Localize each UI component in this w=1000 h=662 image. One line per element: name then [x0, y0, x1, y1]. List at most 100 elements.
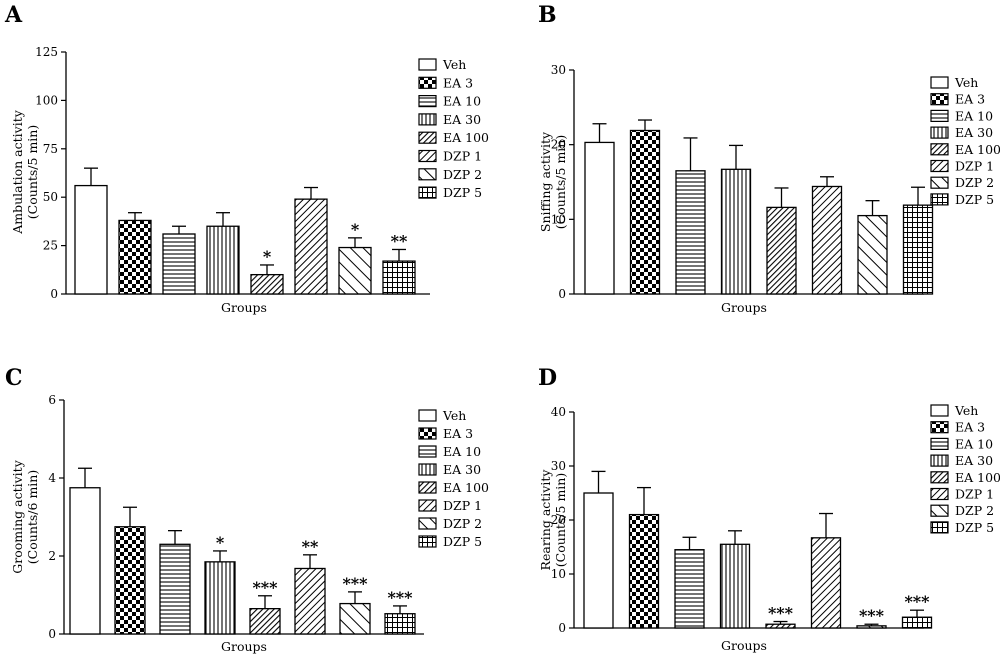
significance-marker: *	[216, 533, 225, 552]
legend-swatch	[930, 193, 949, 206]
bar	[382, 260, 416, 295]
legend-label: EA 10	[443, 94, 481, 109]
y-tick-label: 20	[551, 138, 566, 152]
legend-swatch	[418, 427, 437, 440]
legend-label: Veh	[442, 57, 466, 72]
legend-label: EA 3	[443, 426, 473, 441]
legend-label: EA 30	[443, 462, 481, 477]
legend-swatch	[418, 94, 437, 108]
legend-label: EA 30	[443, 112, 481, 127]
legend-label: EA 10	[955, 108, 993, 123]
bar	[766, 206, 797, 295]
legend-label: DZP 1	[443, 498, 482, 513]
significance-marker: **	[391, 231, 408, 250]
y-axis-label: Ambulation activity(Counts/5 min)	[10, 109, 40, 235]
bar	[583, 492, 614, 629]
legend-swatch	[418, 113, 437, 126]
y-tick-label: 125	[35, 45, 58, 59]
legend-label: DZP 5	[955, 192, 994, 207]
legend-swatch	[418, 481, 437, 494]
legend-label: EA 3	[955, 92, 985, 107]
bar	[384, 613, 416, 635]
legend-label: EA 30	[955, 453, 993, 468]
y-tick-label: 30	[551, 63, 566, 77]
legend-label: DZP 5	[955, 520, 994, 535]
y-tick-label: 0	[48, 627, 56, 641]
legend-label: EA 10	[443, 444, 481, 459]
panel-letter: A	[4, 2, 23, 28]
legend-swatch	[930, 504, 949, 517]
y-tick-label: 30	[551, 459, 566, 473]
significance-marker: ***	[859, 606, 885, 625]
legend-swatch	[930, 176, 949, 189]
legend-swatch	[930, 404, 949, 417]
x-axis-label: Groups	[221, 300, 267, 315]
significance-marker: ***	[387, 588, 413, 607]
y-tick-label: 50	[43, 190, 58, 204]
bar	[162, 233, 196, 295]
bar	[901, 616, 933, 629]
legend-swatch	[930, 437, 949, 450]
legend-swatch	[930, 521, 949, 534]
significance-marker: ***	[342, 574, 368, 593]
bar	[584, 141, 615, 295]
legend-label: Veh	[954, 403, 978, 418]
bar	[250, 273, 284, 295]
legend-label: DZP 2	[443, 516, 482, 531]
bar	[74, 184, 108, 295]
x-axis-label: Groups	[221, 639, 267, 654]
bar	[902, 204, 934, 295]
legend-swatch	[930, 76, 949, 89]
legend-swatch	[418, 445, 437, 458]
legend-swatch	[418, 409, 437, 422]
legend-label: EA 100	[955, 142, 1000, 157]
legend-swatch	[930, 471, 949, 484]
y-axis-label: Rearing activity(Counts/5 min)	[538, 469, 568, 571]
bar	[674, 549, 705, 629]
legend-swatch	[418, 58, 437, 71]
y-tick-label: 0	[558, 287, 566, 301]
legend-swatch	[418, 186, 437, 199]
panel-c: C 0 2 4 6 Grooming activity(Counts/6 min) Grou…	[5, 365, 489, 654]
significance-marker: **	[302, 537, 319, 556]
bar	[339, 602, 371, 635]
y-axis-label: Grooming activity(Counts/6 min)	[10, 459, 40, 573]
legend-swatch	[418, 168, 437, 181]
bar	[629, 129, 661, 295]
legend-swatch	[930, 126, 949, 139]
bar	[675, 170, 706, 295]
y-tick-label: 0	[50, 287, 58, 301]
significance-marker: ***	[904, 592, 930, 611]
y-tick-label: 10	[551, 212, 566, 226]
significance-marker: ***	[768, 604, 794, 623]
bar	[159, 543, 191, 635]
legend-label: EA 30	[955, 125, 993, 140]
bar	[294, 198, 328, 295]
significance-marker: ***	[252, 578, 278, 597]
legend-label: DZP 1	[443, 149, 482, 164]
legend-label: EA 3	[443, 75, 473, 90]
legend-label: EA 10	[955, 436, 993, 451]
y-tick-label: 20	[551, 513, 566, 527]
bar	[204, 561, 236, 635]
legend-label: DZP 2	[443, 167, 482, 182]
y-tick-label: 0	[558, 621, 566, 635]
bar	[294, 567, 326, 635]
bar	[118, 219, 152, 295]
legend-swatch	[418, 499, 437, 512]
bar	[857, 214, 888, 295]
legend-label: DZP 5	[443, 185, 482, 200]
legend-swatch	[930, 421, 949, 434]
bar	[765, 623, 796, 629]
significance-marker: *	[263, 247, 272, 266]
panel-d: D 0 10 20 30 40 Rearing activity(Counts/5 min)…	[538, 365, 1000, 653]
panel-letter: C	[5, 365, 23, 391]
legend-swatch	[418, 131, 437, 144]
bar	[810, 537, 842, 629]
legend-swatch	[418, 149, 437, 163]
legend-label: DZP 5	[443, 534, 482, 549]
y-tick-label: 40	[551, 405, 566, 419]
bar	[338, 246, 372, 295]
